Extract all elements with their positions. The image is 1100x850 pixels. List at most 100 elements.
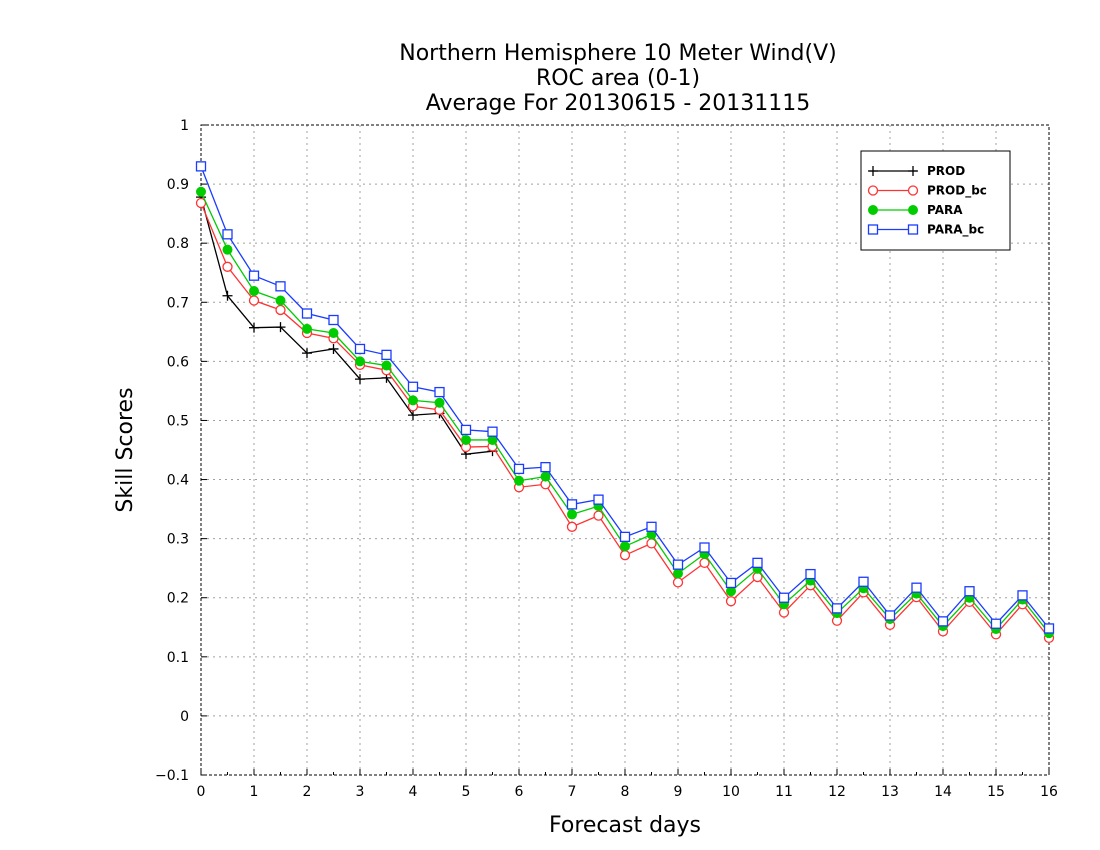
legend-box xyxy=(860,150,1011,251)
x-axis-label: Forecast days xyxy=(549,813,701,838)
x-tick-label: 9 xyxy=(674,784,683,800)
data-point xyxy=(355,374,365,385)
data-point xyxy=(514,475,524,486)
data-point xyxy=(619,531,631,543)
data-point xyxy=(990,618,1002,629)
data-point xyxy=(381,349,392,361)
data-point xyxy=(249,322,259,333)
data-point xyxy=(699,557,710,569)
legend-label: PROD xyxy=(927,164,965,178)
x-tick-label: 15 xyxy=(987,784,1005,800)
data-point xyxy=(620,541,630,552)
legend-marker xyxy=(867,185,879,196)
data-point xyxy=(778,592,790,603)
data-point xyxy=(196,186,206,197)
data-point xyxy=(673,568,683,579)
data-point xyxy=(540,461,551,473)
data-point xyxy=(248,295,260,306)
data-point xyxy=(566,499,578,510)
data-point xyxy=(487,426,498,437)
data-point xyxy=(937,616,949,627)
data-point xyxy=(593,510,604,521)
data-point xyxy=(460,424,472,436)
x-tick-label: 8 xyxy=(621,784,630,800)
x-tick-label: 5 xyxy=(462,784,471,800)
data-point xyxy=(354,343,366,355)
data-point xyxy=(328,314,339,326)
legend-marker xyxy=(868,166,878,176)
y-axis-ticks: −0.1 0 0.1 0.2 0.3 0.4 0.5 0.6 0.7 0.8 0.9 1 xyxy=(155,118,207,784)
y-tick-label: 0.6 xyxy=(167,354,189,370)
data-point xyxy=(461,434,471,445)
y-tick-label: 0.9 xyxy=(167,177,189,193)
data-point xyxy=(964,586,975,597)
x-tick-label: 3 xyxy=(356,784,365,800)
legend-marker xyxy=(908,205,918,215)
data-point xyxy=(831,603,843,614)
data-point xyxy=(593,494,604,505)
series-para-bc xyxy=(195,161,1055,634)
x-tick-label: 12 xyxy=(828,784,846,800)
data-point xyxy=(1017,590,1028,601)
data-point xyxy=(275,304,286,316)
data-point xyxy=(408,395,418,406)
y-tick-label: 0.1 xyxy=(167,650,189,666)
legend-label: PARA_bc xyxy=(927,223,984,238)
data-point xyxy=(646,521,657,532)
data-point xyxy=(275,295,286,306)
data-point xyxy=(752,557,763,569)
title-line-3: Average For 20130615 - 20131115 xyxy=(426,91,811,116)
data-point xyxy=(672,559,684,570)
data-point xyxy=(434,386,445,398)
data-point xyxy=(725,596,737,607)
y-tick-label: 0.7 xyxy=(167,295,189,311)
x-tick-label: 1 xyxy=(250,784,259,800)
legend-entry: PARA_bc xyxy=(867,223,984,238)
y-axis-label: Skill Scores xyxy=(113,387,138,512)
data-point xyxy=(858,576,869,587)
data-point xyxy=(301,308,313,319)
data-point xyxy=(408,410,418,421)
y-tick-label: 0.3 xyxy=(167,532,189,548)
legend-entry: PROD xyxy=(868,164,965,178)
data-point xyxy=(302,348,312,359)
legend-marker xyxy=(907,185,919,196)
x-tick-label: 16 xyxy=(1040,784,1058,800)
title-line-2: ROC area (0-1) xyxy=(536,66,700,91)
x-tick-label: 10 xyxy=(722,784,740,800)
legend-label: PARA xyxy=(927,203,963,217)
x-tick-label: 6 xyxy=(515,784,524,800)
data-point xyxy=(699,542,710,553)
y-tick-label: 0.2 xyxy=(167,591,189,607)
data-point xyxy=(434,397,445,408)
data-point xyxy=(778,607,790,618)
series-prod xyxy=(196,192,498,460)
legend: PROD PROD_bc PARA PARA_bc xyxy=(860,150,1011,251)
y-tick-label: 0 xyxy=(180,709,189,725)
data-point xyxy=(302,323,312,334)
data-point xyxy=(248,270,260,281)
legend-entry: PROD_bc xyxy=(867,184,987,199)
chart-title: Northern Hemisphere 10 Meter Wind(V)ROC … xyxy=(399,41,837,116)
data-point xyxy=(566,521,578,532)
y-tick-label: 0.8 xyxy=(167,236,189,252)
x-tick-label: 4 xyxy=(409,784,418,800)
data-point xyxy=(805,568,816,580)
data-point xyxy=(328,343,339,354)
series-para xyxy=(196,186,1054,639)
x-tick-label: 11 xyxy=(775,784,793,800)
x-tick-label: 13 xyxy=(881,784,899,800)
legend-marker xyxy=(908,166,918,176)
legend-marker xyxy=(868,205,878,215)
data-point xyxy=(911,582,922,593)
data-point xyxy=(249,286,259,297)
data-point xyxy=(513,463,525,475)
x-tick-label: 7 xyxy=(568,784,577,800)
y-tick-label: 0.5 xyxy=(167,413,189,429)
data-point xyxy=(275,281,286,292)
data-point xyxy=(725,577,737,589)
data-point xyxy=(222,229,233,240)
x-tick-label: 2 xyxy=(303,784,312,800)
data-point xyxy=(672,577,684,588)
